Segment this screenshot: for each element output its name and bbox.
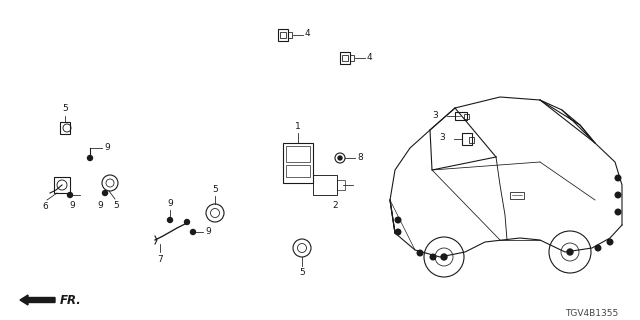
Bar	[469, 137, 474, 143]
Bar	[286, 146, 310, 162]
Bar	[337, 180, 345, 190]
Bar	[283, 143, 313, 183]
Circle shape	[567, 249, 573, 255]
Circle shape	[396, 217, 401, 223]
Text: 4: 4	[305, 29, 310, 38]
Text: 9: 9	[167, 199, 173, 208]
Text: 9: 9	[97, 201, 103, 210]
Text: 1: 1	[295, 122, 301, 131]
Bar	[278, 29, 288, 41]
Text: 9: 9	[69, 201, 75, 210]
Bar	[313, 175, 337, 195]
Bar	[340, 52, 350, 64]
Circle shape	[88, 156, 93, 161]
Bar	[455, 112, 467, 120]
Text: 5: 5	[62, 104, 68, 113]
Bar	[342, 55, 348, 61]
FancyArrow shape	[20, 295, 55, 305]
Text: 4: 4	[367, 52, 372, 61]
Circle shape	[430, 254, 436, 260]
Text: 3: 3	[439, 133, 445, 142]
Circle shape	[615, 209, 621, 215]
Circle shape	[396, 229, 401, 235]
Circle shape	[67, 193, 72, 197]
Circle shape	[417, 250, 423, 256]
Circle shape	[184, 220, 189, 225]
Bar	[280, 32, 286, 38]
Text: 2: 2	[332, 201, 338, 210]
Circle shape	[615, 192, 621, 198]
Bar	[350, 55, 354, 61]
Text: 6: 6	[42, 202, 48, 211]
Circle shape	[191, 229, 195, 235]
Circle shape	[595, 245, 601, 251]
Text: 5: 5	[113, 201, 119, 210]
Text: 5: 5	[299, 268, 305, 277]
Bar	[288, 32, 292, 38]
Circle shape	[607, 239, 613, 245]
Text: 5: 5	[212, 185, 218, 194]
Text: TGV4B1355: TGV4B1355	[565, 309, 618, 318]
Text: 8: 8	[357, 154, 363, 163]
Circle shape	[168, 218, 173, 222]
Bar	[54, 177, 70, 193]
Text: 9: 9	[104, 143, 109, 153]
Bar	[462, 133, 472, 145]
Bar	[510, 192, 524, 199]
Text: 3: 3	[432, 110, 438, 119]
Bar	[464, 114, 469, 119]
Bar	[60, 122, 70, 134]
Circle shape	[441, 254, 447, 260]
Bar	[286, 165, 310, 177]
Text: 9: 9	[205, 228, 211, 236]
Circle shape	[338, 156, 342, 160]
Circle shape	[102, 190, 108, 196]
Circle shape	[615, 175, 621, 181]
Text: 7: 7	[157, 255, 163, 264]
Text: FR.: FR.	[60, 293, 82, 307]
